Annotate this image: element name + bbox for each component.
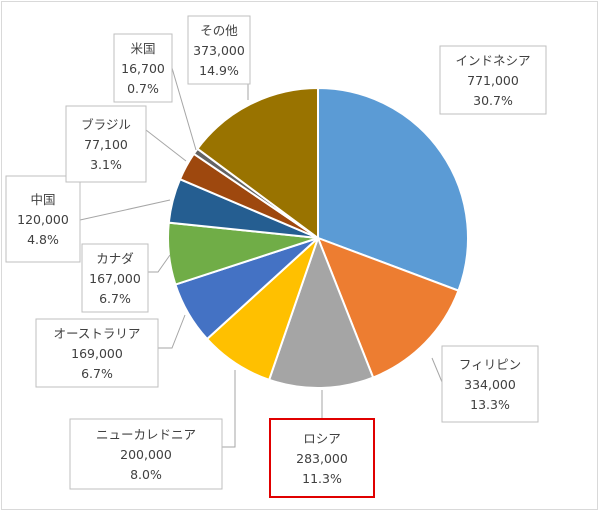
data-label-percent: 0.7% (127, 81, 159, 96)
data-label-value: 77,100 (84, 137, 128, 152)
data-labels: インドネシア 771,000 30.7% フィリピン 334,000 13.3% ロシア 28… (5, 15, 547, 498)
data-label-category: ニューカレドニア (96, 427, 196, 442)
data-label-box (439, 45, 547, 115)
data-label-box (35, 318, 159, 388)
leader-line-9 (171, 67, 197, 151)
data-label-value: 16,700 (121, 61, 165, 76)
data-label-percent: 14.9% (199, 63, 239, 78)
data-label-category: 中国 (30, 192, 55, 207)
data-label-category: フィリピン (459, 357, 521, 372)
data-label-4: ニューカレドニア 200,000 8.0% (69, 418, 223, 490)
data-label-5: オーストラリア 169,000 6.7% (35, 318, 159, 388)
data-label-6: カナダ 167,000 6.7% (81, 243, 149, 313)
data-label-percent: 3.1% (90, 157, 122, 172)
pie-slice-10 (196, 86, 319, 240)
data-label-percent: 13.3% (470, 397, 510, 412)
data-label-percent: 11.3% (302, 471, 342, 486)
data-label-box (187, 15, 251, 85)
leader-line-7 (79, 199, 171, 221)
data-label-percent: 6.7% (81, 366, 113, 381)
data-label-box (5, 175, 81, 263)
data-label-3: ロシア 283,000 11.3% (269, 418, 375, 498)
data-label-box (269, 418, 375, 498)
data-label-percent: 6.7% (99, 291, 131, 306)
data-label-value: 167,000 (89, 271, 141, 286)
data-label-percent: 4.8% (27, 232, 59, 247)
slices (167, 86, 469, 389)
data-label-category: オーストラリア (54, 326, 141, 341)
data-label-2: フィリピン 334,000 13.3% (441, 345, 539, 423)
pie-slice-3 (267, 235, 375, 389)
data-label-value: 200,000 (120, 447, 172, 462)
data-label-9: 米国 16,700 0.7% (113, 33, 173, 103)
data-label-value: 373,000 (193, 43, 245, 58)
data-label-box (441, 345, 539, 423)
data-label-10: その他 373,000 14.9% (187, 15, 251, 85)
leader-line-4 (222, 370, 236, 448)
data-label-1: インドネシア 771,000 30.7% (439, 45, 547, 115)
data-label-category: その他 (200, 23, 238, 38)
data-label-box (113, 33, 173, 103)
data-label-value: 771,000 (467, 73, 519, 88)
pie-slice-2 (316, 236, 460, 379)
data-label-8: ブラジル 77,100 3.1% (65, 105, 147, 183)
data-label-value: 334,000 (464, 377, 516, 392)
data-label-category: ロシア (303, 431, 341, 446)
data-label-percent: 8.0% (130, 467, 162, 482)
data-label-percent: 30.7% (473, 93, 513, 108)
data-label-7: 中国 120,000 4.8% (5, 175, 81, 263)
data-label-box (65, 105, 147, 183)
pie-slice-1 (317, 86, 469, 292)
data-label-value: 169,000 (71, 346, 123, 361)
leader-line-8 (145, 129, 187, 162)
data-label-box (69, 418, 223, 490)
data-label-category: カナダ (96, 251, 134, 266)
leader-line-5 (158, 314, 186, 349)
data-label-value: 120,000 (17, 212, 69, 227)
data-label-value: 283,000 (296, 451, 348, 466)
data-label-category: 米国 (130, 41, 155, 56)
leader-lines (79, 67, 443, 448)
data-label-category: ブラジル (81, 117, 131, 132)
data-label-box (81, 243, 149, 313)
data-label-category: インドネシア (455, 53, 530, 68)
leader-line-2 (431, 357, 443, 383)
leader-line-6 (148, 254, 171, 273)
